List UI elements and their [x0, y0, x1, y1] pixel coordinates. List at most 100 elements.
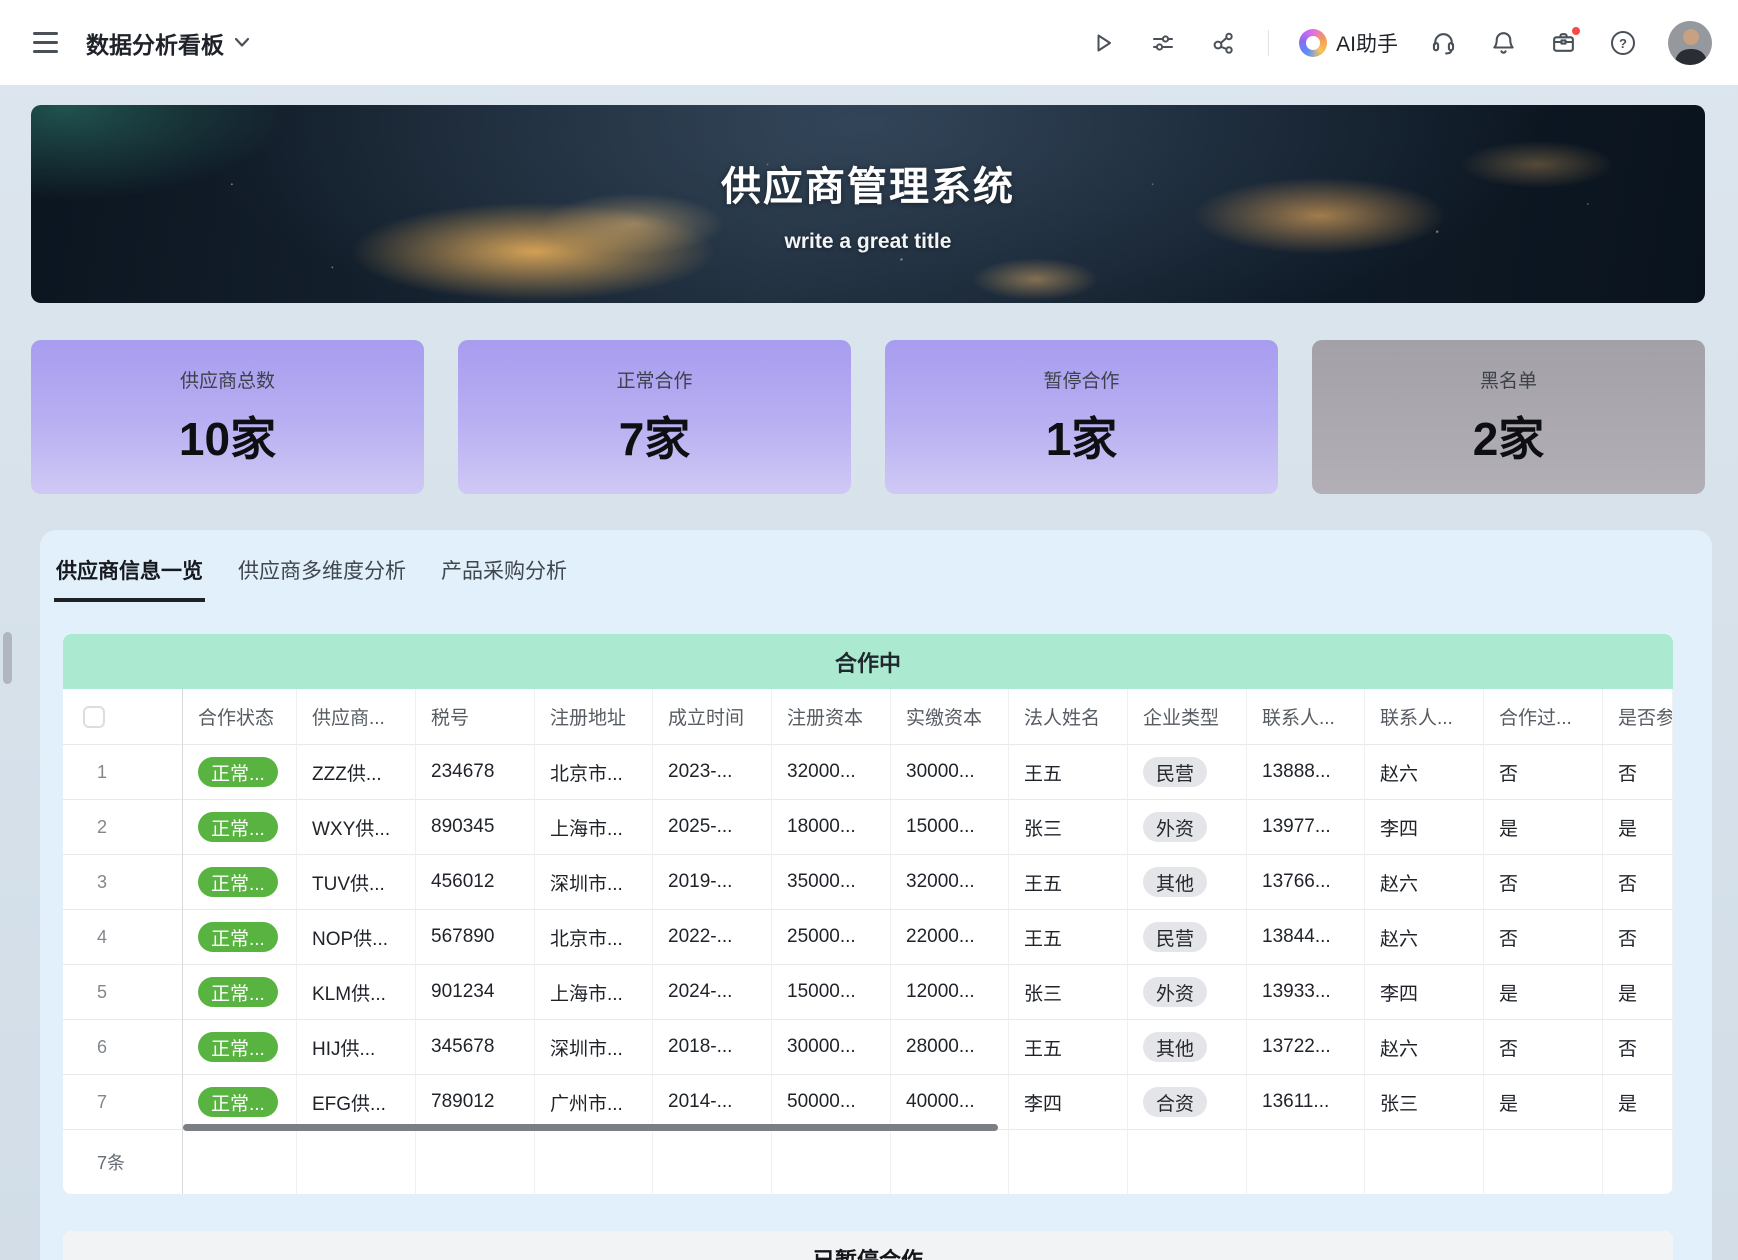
table-cell[interactable]: 否: [1484, 745, 1603, 800]
table-cell[interactable]: 2023-...: [653, 745, 772, 800]
table-cell[interactable]: 李四: [1365, 800, 1484, 855]
column-header[interactable]: 联系人...: [1365, 689, 1484, 745]
checkbox-icon[interactable]: [83, 705, 105, 728]
table-cell[interactable]: 2014-...: [653, 1075, 772, 1130]
table-cell[interactable]: 32000...: [772, 745, 891, 800]
table-row[interactable]: 6 正常... HIJ供... 345678 深圳市... 2018-... 30000..…: [63, 1020, 1673, 1075]
table-cell[interactable]: 18000...: [772, 800, 891, 855]
table-cell[interactable]: 901234: [416, 965, 535, 1020]
table-cell[interactable]: NOP供...: [297, 910, 416, 965]
table-cell[interactable]: WXY供...: [297, 800, 416, 855]
table-cell[interactable]: 50000...: [772, 1075, 891, 1130]
table-cell[interactable]: 否: [1484, 910, 1603, 965]
vertical-scrollbar[interactable]: [3, 632, 12, 684]
table-cell[interactable]: 是: [1603, 1075, 1673, 1130]
table-cell[interactable]: 赵六: [1365, 910, 1484, 965]
table-cell[interactable]: TUV供...: [297, 855, 416, 910]
table-cell[interactable]: 25000...: [772, 910, 891, 965]
table-row[interactable]: 5 正常... KLM供... 901234 上海市... 2024-... 15000..…: [63, 965, 1673, 1020]
table-cell[interactable]: 赵六: [1365, 1020, 1484, 1075]
column-header[interactable]: 实缴资本: [891, 689, 1009, 745]
tab-procurement-analysis[interactable]: 产品采购分析: [441, 560, 567, 583]
table-cell[interactable]: ZZZ供...: [297, 745, 416, 800]
table-cell[interactable]: 上海市...: [535, 965, 653, 1020]
table-cell[interactable]: 28000...: [891, 1020, 1009, 1075]
table-cell[interactable]: 李四: [1365, 965, 1484, 1020]
table-cell[interactable]: 13766...: [1247, 855, 1365, 910]
table-cell[interactable]: 40000...: [891, 1075, 1009, 1130]
table-cell[interactable]: HIJ供...: [297, 1020, 416, 1075]
table-cell[interactable]: 外资: [1128, 965, 1247, 1020]
table-cell[interactable]: 是: [1484, 1075, 1603, 1130]
table-cell[interactable]: 13611...: [1247, 1075, 1365, 1130]
column-header[interactable]: 注册地址: [535, 689, 653, 745]
menu-icon[interactable]: [30, 28, 60, 58]
table-cell[interactable]: 李四: [1009, 1075, 1128, 1130]
table-cell[interactable]: 正常...: [183, 745, 297, 800]
tab-supplier-analysis[interactable]: 供应商多维度分析: [238, 560, 406, 583]
table-cell[interactable]: 是: [1603, 800, 1673, 855]
table-cell[interactable]: 2025-...: [653, 800, 772, 855]
column-header[interactable]: 注册资本: [772, 689, 891, 745]
table-cell[interactable]: 是: [1603, 965, 1673, 1020]
table-cell[interactable]: 广州市...: [535, 1075, 653, 1130]
share-icon[interactable]: [1208, 28, 1238, 58]
table-cell[interactable]: 2019-...: [653, 855, 772, 910]
table-cell[interactable]: 赵六: [1365, 745, 1484, 800]
table-cell[interactable]: 深圳市...: [535, 1020, 653, 1075]
table-cell[interactable]: 15000...: [772, 965, 891, 1020]
help-icon[interactable]: ?: [1608, 28, 1638, 58]
table-cell[interactable]: 正常...: [183, 1020, 297, 1075]
play-icon[interactable]: [1088, 28, 1118, 58]
bell-icon[interactable]: [1488, 28, 1518, 58]
table-cell[interactable]: 赵六: [1365, 855, 1484, 910]
table-cell[interactable]: 13933...: [1247, 965, 1365, 1020]
table-cell[interactable]: 是: [1484, 965, 1603, 1020]
table-row[interactable]: 1 正常... ZZZ供... 234678 北京市... 2023-... 32000..…: [63, 745, 1673, 800]
table-cell[interactable]: 正常...: [183, 855, 297, 910]
table-cell[interactable]: EFG供...: [297, 1075, 416, 1130]
table-cell[interactable]: 王五: [1009, 910, 1128, 965]
table-cell[interactable]: 否: [1484, 1020, 1603, 1075]
table-cell[interactable]: 王五: [1009, 745, 1128, 800]
table-cell[interactable]: 否: [1603, 855, 1673, 910]
table-cell[interactable]: 2018-...: [653, 1020, 772, 1075]
table-cell[interactable]: 正常...: [183, 1075, 297, 1130]
column-header[interactable]: 合作状态: [183, 689, 297, 745]
headset-icon[interactable]: [1428, 28, 1458, 58]
table-row[interactable]: 4 正常... NOP供... 567890 北京市... 2022-... 25000..…: [63, 910, 1673, 965]
table-row[interactable]: 7 正常... EFG供... 789012 广州市... 2014-... 50000..…: [63, 1075, 1673, 1130]
table-cell[interactable]: 其他: [1128, 855, 1247, 910]
table-cell[interactable]: 2022-...: [653, 910, 772, 965]
column-header[interactable]: 税号: [416, 689, 535, 745]
table-cell[interactable]: 王五: [1009, 855, 1128, 910]
table-cell[interactable]: 22000...: [891, 910, 1009, 965]
table-cell[interactable]: 上海市...: [535, 800, 653, 855]
table-cell[interactable]: 民营: [1128, 745, 1247, 800]
column-header[interactable]: 法人姓名: [1009, 689, 1128, 745]
table-cell[interactable]: 否: [1603, 745, 1673, 800]
table-cell[interactable]: 民营: [1128, 910, 1247, 965]
table-cell[interactable]: 15000...: [891, 800, 1009, 855]
avatar[interactable]: [1668, 20, 1712, 65]
table-cell[interactable]: 张三: [1009, 965, 1128, 1020]
table-cell[interactable]: 345678: [416, 1020, 535, 1075]
table-cell[interactable]: 王五: [1009, 1020, 1128, 1075]
table-cell[interactable]: 456012: [416, 855, 535, 910]
table-cell[interactable]: 外资: [1128, 800, 1247, 855]
column-header[interactable]: 成立时间: [653, 689, 772, 745]
sliders-icon[interactable]: [1148, 28, 1178, 58]
horizontal-scrollbar[interactable]: [183, 1124, 998, 1131]
briefcase-icon[interactable]: [1548, 24, 1582, 58]
stat-card-blacklist[interactable]: 黑名单 2家: [1312, 340, 1705, 494]
column-header[interactable]: 合作过...: [1484, 689, 1603, 745]
table-cell[interactable]: 其他: [1128, 1020, 1247, 1075]
table-cell[interactable]: 32000...: [891, 855, 1009, 910]
column-header[interactable]: 是否参与...: [1603, 689, 1673, 745]
table-cell[interactable]: 13888...: [1247, 745, 1365, 800]
stat-card-paused[interactable]: 暂停合作 1家: [885, 340, 1278, 494]
table-cell[interactable]: 正常...: [183, 910, 297, 965]
table-cell[interactable]: 北京市...: [535, 745, 653, 800]
column-header[interactable]: 供应商...: [297, 689, 416, 745]
table-cell[interactable]: 合资: [1128, 1075, 1247, 1130]
